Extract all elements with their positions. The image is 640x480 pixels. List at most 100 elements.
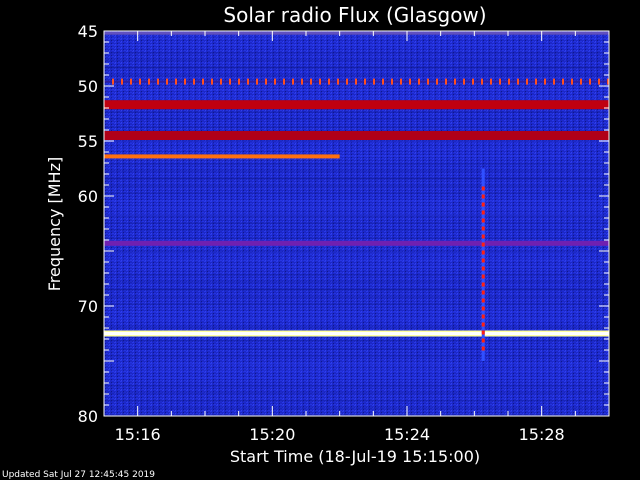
plot-frame: [103, 30, 610, 417]
band-dot: [553, 78, 555, 85]
x-tick-label: 15:16: [115, 425, 161, 444]
band-dot: [517, 78, 519, 85]
band-dot: [274, 78, 276, 85]
band-dot: [481, 78, 483, 85]
radio-burst: [481, 322, 485, 327]
band-dot: [409, 78, 411, 85]
radio-burst: [481, 282, 485, 287]
y-tick-label: 50: [78, 77, 98, 96]
band-dot: [607, 78, 609, 85]
band-dot: [508, 78, 510, 85]
band-dot: [202, 78, 204, 85]
radio-burst: [481, 202, 485, 207]
band-dot: [589, 78, 591, 85]
frequency-band: [104, 154, 340, 159]
band-dot: [247, 78, 249, 85]
y-axis-label: Frequency [MHz]: [45, 157, 64, 291]
frequency-band: [104, 31, 609, 35]
radio-burst: [481, 306, 485, 311]
band-dot: [373, 78, 375, 85]
radio-burst-halo: [481, 168, 485, 361]
radio-burst: [481, 234, 485, 239]
band-dot: [382, 78, 384, 85]
radio-burst: [481, 242, 485, 247]
band-dot: [490, 78, 492, 85]
band-dot: [319, 78, 321, 85]
radio-burst: [481, 218, 485, 223]
band-dot: [499, 78, 501, 85]
band-dot: [391, 78, 393, 85]
x-tick-label: 15:24: [384, 425, 430, 444]
feature-layer: [104, 31, 609, 361]
frequency-band: [104, 240, 609, 246]
band-dot: [112, 78, 114, 85]
radio-burst: [481, 258, 485, 263]
frequency-band-core: [104, 332, 609, 335]
band-dot: [418, 78, 420, 85]
radio-burst: [481, 186, 485, 191]
radio-burst: [481, 266, 485, 271]
band-dot: [337, 78, 339, 85]
band-dot: [436, 78, 438, 85]
band-dot: [562, 78, 564, 85]
y-tick-label: 45: [78, 22, 98, 41]
y-tick-label: 70: [78, 297, 98, 316]
axis-layer: 15:16 15:20 15:24 15:28 45 50 55 60 70 80: [78, 22, 610, 444]
band-dot: [535, 78, 537, 85]
band-dot: [301, 78, 303, 85]
radio-burst: [481, 250, 485, 255]
radio-burst: [481, 274, 485, 279]
radio-burst: [481, 226, 485, 231]
band-dot: [238, 78, 240, 85]
band-dot: [265, 78, 267, 85]
band-dot: [121, 78, 123, 85]
band-dot: [148, 78, 150, 85]
band-dot: [463, 78, 465, 85]
y-tick-label: 55: [78, 132, 98, 151]
band-dot: [211, 78, 213, 85]
band-dot: [166, 78, 168, 85]
plot-area: [104, 30, 609, 416]
radio-burst: [481, 314, 485, 319]
band-dot: [193, 78, 195, 85]
band-dot: [346, 78, 348, 85]
radio-burst: [481, 330, 485, 335]
band-dot: [400, 78, 402, 85]
radio-burst: [481, 338, 485, 343]
updated-timestamp: Updated Sat Jul 27 12:45:45 2019: [2, 470, 155, 480]
band-dot: [544, 78, 546, 85]
band-dot: [292, 78, 294, 85]
band-dot: [364, 78, 366, 85]
band-dot: [310, 78, 312, 85]
band-dot: [472, 78, 474, 85]
x-axis-label: Start Time (18-Jul-19 15:15:00): [230, 447, 480, 466]
band-dot: [139, 78, 141, 85]
radio-burst: [481, 346, 485, 351]
band-dot: [130, 78, 132, 85]
band-dot: [598, 78, 600, 85]
band-dot: [355, 78, 357, 85]
band-dot: [220, 78, 222, 85]
chart-title: Solar radio Flux (Glasgow): [223, 3, 486, 27]
band-dot: [283, 78, 285, 85]
radio-burst: [481, 290, 485, 295]
band-dot: [184, 78, 186, 85]
band-dot: [571, 78, 573, 85]
band-dot: [427, 78, 429, 85]
radio-burst: [481, 210, 485, 215]
radio-burst: [481, 298, 485, 303]
y-tick-label: 60: [78, 187, 98, 206]
band-dot: [175, 78, 177, 85]
band-dot: [256, 78, 258, 85]
band-dot: [229, 78, 231, 85]
band-dot: [526, 78, 528, 85]
frequency-band: [104, 100, 609, 110]
y-tick-label: 80: [78, 407, 98, 426]
radio-burst: [481, 194, 485, 199]
frequency-band: [104, 131, 609, 140]
band-dot: [454, 78, 456, 85]
band-dot: [445, 78, 447, 85]
x-tick-label: 15:28: [519, 425, 565, 444]
band-dot: [328, 78, 330, 85]
